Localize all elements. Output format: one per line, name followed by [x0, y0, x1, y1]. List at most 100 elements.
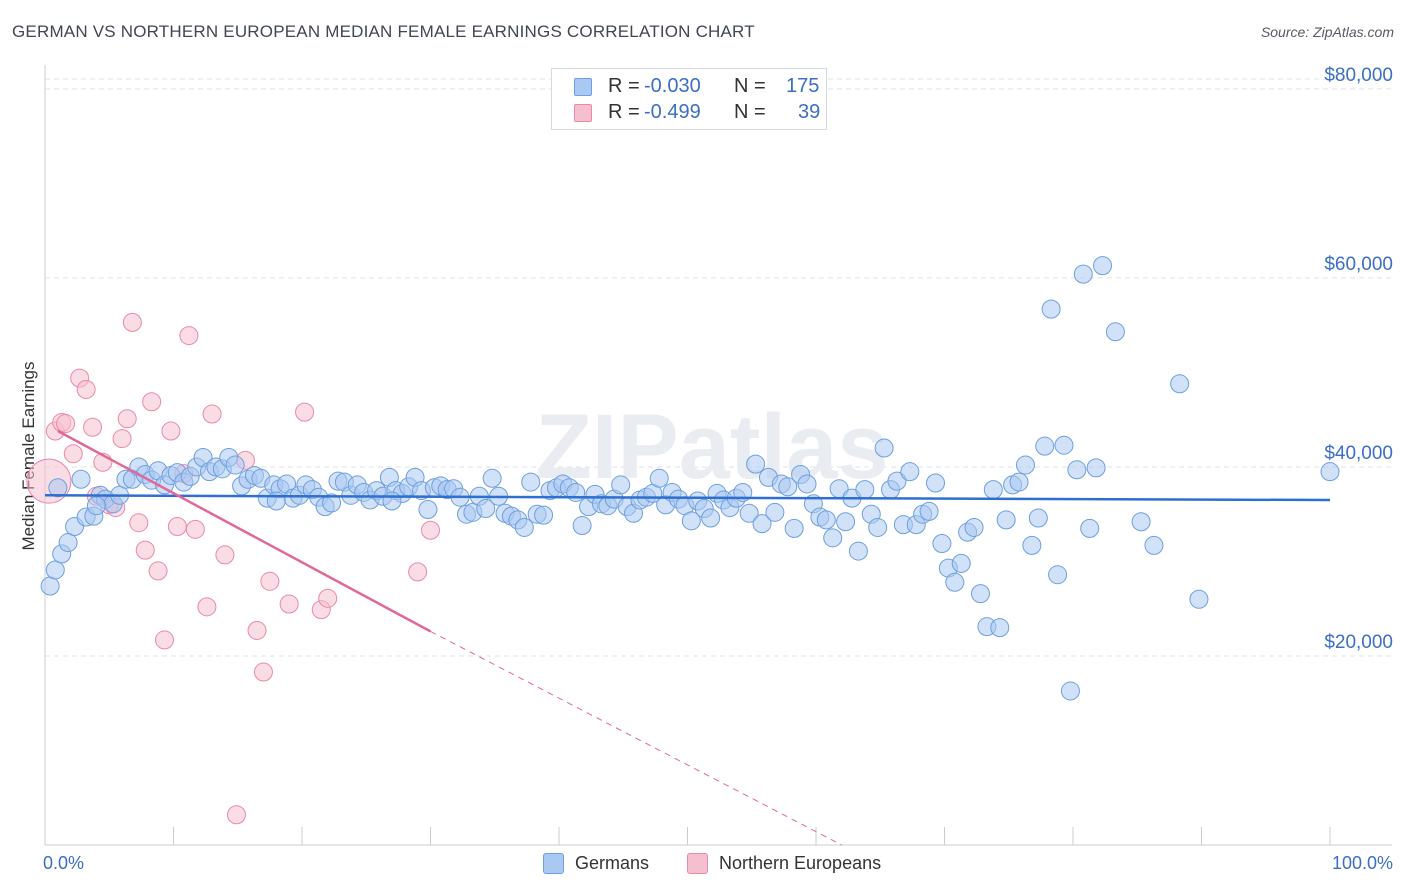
- point-northern-europeans[interactable]: [279, 594, 299, 614]
- point-northern-europeans[interactable]: [318, 588, 338, 608]
- point-germans[interactable]: [1131, 512, 1151, 532]
- point-germans[interactable]: [71, 469, 91, 489]
- point-germans[interactable]: [86, 496, 106, 516]
- point-northern-europeans[interactable]: [197, 597, 217, 617]
- point-germans[interactable]: [970, 584, 990, 604]
- point-germans[interactable]: [1144, 535, 1164, 555]
- point-northern-europeans[interactable]: [155, 630, 175, 650]
- point-northern-europeans[interactable]: [215, 545, 235, 565]
- point-germans[interactable]: [649, 468, 669, 488]
- point-germans[interactable]: [964, 517, 984, 537]
- point-germans[interactable]: [1105, 322, 1125, 342]
- point-germans[interactable]: [1067, 460, 1087, 480]
- point-germans[interactable]: [1320, 462, 1340, 482]
- point-germans[interactable]: [611, 475, 631, 495]
- point-germans[interactable]: [739, 503, 759, 523]
- point-germans[interactable]: [48, 478, 68, 498]
- point-germans[interactable]: [1054, 435, 1074, 455]
- bottom-legend-germans[interactable]: Germans: [543, 852, 673, 876]
- point-northern-europeans[interactable]: [185, 519, 205, 539]
- point-germans[interactable]: [1048, 565, 1068, 585]
- point-germans[interactable]: [855, 480, 875, 500]
- point-germans[interactable]: [1060, 681, 1080, 701]
- point-northern-europeans[interactable]: [161, 421, 181, 441]
- point-germans[interactable]: [926, 473, 946, 493]
- bottom-legend-northern-europeans[interactable]: Northern Europeans: [687, 852, 917, 876]
- point-germans[interactable]: [951, 553, 971, 573]
- point-northern-europeans[interactable]: [247, 620, 267, 640]
- point-northern-europeans[interactable]: [122, 312, 142, 332]
- point-germans[interactable]: [746, 454, 766, 474]
- point-germans[interactable]: [990, 618, 1010, 638]
- point-northern-europeans[interactable]: [129, 513, 149, 533]
- point-germans[interactable]: [266, 491, 286, 511]
- point-germans[interactable]: [848, 541, 868, 561]
- point-germans[interactable]: [983, 480, 1003, 500]
- point-northern-europeans[interactable]: [83, 417, 103, 437]
- point-northern-europeans[interactable]: [260, 571, 280, 591]
- point-germans[interactable]: [1009, 472, 1029, 492]
- point-northern-europeans[interactable]: [253, 662, 273, 682]
- point-germans[interactable]: [1189, 589, 1209, 609]
- point-northern-europeans[interactable]: [76, 379, 96, 399]
- point-northern-europeans[interactable]: [63, 444, 83, 464]
- point-germans[interactable]: [765, 502, 785, 522]
- point-germans[interactable]: [40, 576, 60, 596]
- point-germans[interactable]: [521, 472, 541, 492]
- point-germans[interactable]: [874, 438, 894, 458]
- point-germans[interactable]: [945, 572, 965, 592]
- point-northern-europeans[interactable]: [408, 562, 428, 582]
- point-germans[interactable]: [566, 482, 586, 502]
- point-germans[interactable]: [996, 510, 1016, 530]
- point-northern-europeans[interactable]: [117, 409, 137, 429]
- point-germans[interactable]: [382, 491, 402, 511]
- point-northern-europeans[interactable]: [295, 402, 315, 422]
- point-northern-europeans[interactable]: [167, 516, 187, 536]
- point-northern-europeans[interactable]: [202, 404, 222, 424]
- point-germans[interactable]: [1080, 518, 1100, 538]
- point-germans[interactable]: [932, 534, 952, 554]
- point-germans[interactable]: [1041, 299, 1061, 319]
- point-germans[interactable]: [1035, 436, 1055, 456]
- bottom-legend-swatch-northern-europeans: [687, 853, 708, 874]
- point-germans[interactable]: [784, 518, 804, 538]
- point-northern-europeans[interactable]: [112, 429, 132, 449]
- point-germans[interactable]: [816, 510, 836, 530]
- point-germans[interactable]: [45, 560, 65, 580]
- point-germans[interactable]: [514, 517, 534, 537]
- point-northern-europeans[interactable]: [142, 392, 162, 412]
- point-germans[interactable]: [752, 514, 772, 534]
- point-germans[interactable]: [225, 455, 245, 475]
- point-germans[interactable]: [58, 533, 78, 553]
- trend-line-germans: [44, 494, 1331, 502]
- point-northern-europeans[interactable]: [135, 540, 155, 560]
- point-germans[interactable]: [418, 499, 438, 519]
- point-germans[interactable]: [1028, 508, 1048, 528]
- point-germans[interactable]: [1093, 256, 1113, 276]
- point-germans[interactable]: [868, 517, 888, 537]
- point-germans[interactable]: [681, 511, 701, 531]
- point-northern-europeans[interactable]: [148, 561, 168, 581]
- point-germans[interactable]: [1022, 535, 1042, 555]
- point-germans[interactable]: [919, 501, 939, 521]
- point-northern-europeans[interactable]: [179, 326, 199, 346]
- point-germans[interactable]: [322, 493, 342, 513]
- point-germans[interactable]: [900, 462, 920, 482]
- point-germans[interactable]: [836, 512, 856, 532]
- point-germans[interactable]: [476, 499, 496, 519]
- point-northern-europeans[interactable]: [421, 520, 440, 540]
- point-germans[interactable]: [823, 528, 843, 548]
- point-germans[interactable]: [778, 477, 798, 497]
- point-northern-europeans[interactable]: [226, 805, 246, 825]
- point-germans[interactable]: [887, 471, 907, 491]
- point-germans[interactable]: [482, 468, 502, 488]
- point-germans[interactable]: [1170, 374, 1190, 394]
- point-germans[interactable]: [534, 505, 554, 525]
- point-germans[interactable]: [797, 474, 817, 494]
- point-germans[interactable]: [701, 508, 721, 528]
- point-germans[interactable]: [1015, 455, 1035, 475]
- point-northern-europeans[interactable]: [56, 413, 76, 433]
- point-germans[interactable]: [1086, 458, 1106, 478]
- point-germans[interactable]: [572, 516, 592, 536]
- point-germans[interactable]: [1073, 264, 1093, 284]
